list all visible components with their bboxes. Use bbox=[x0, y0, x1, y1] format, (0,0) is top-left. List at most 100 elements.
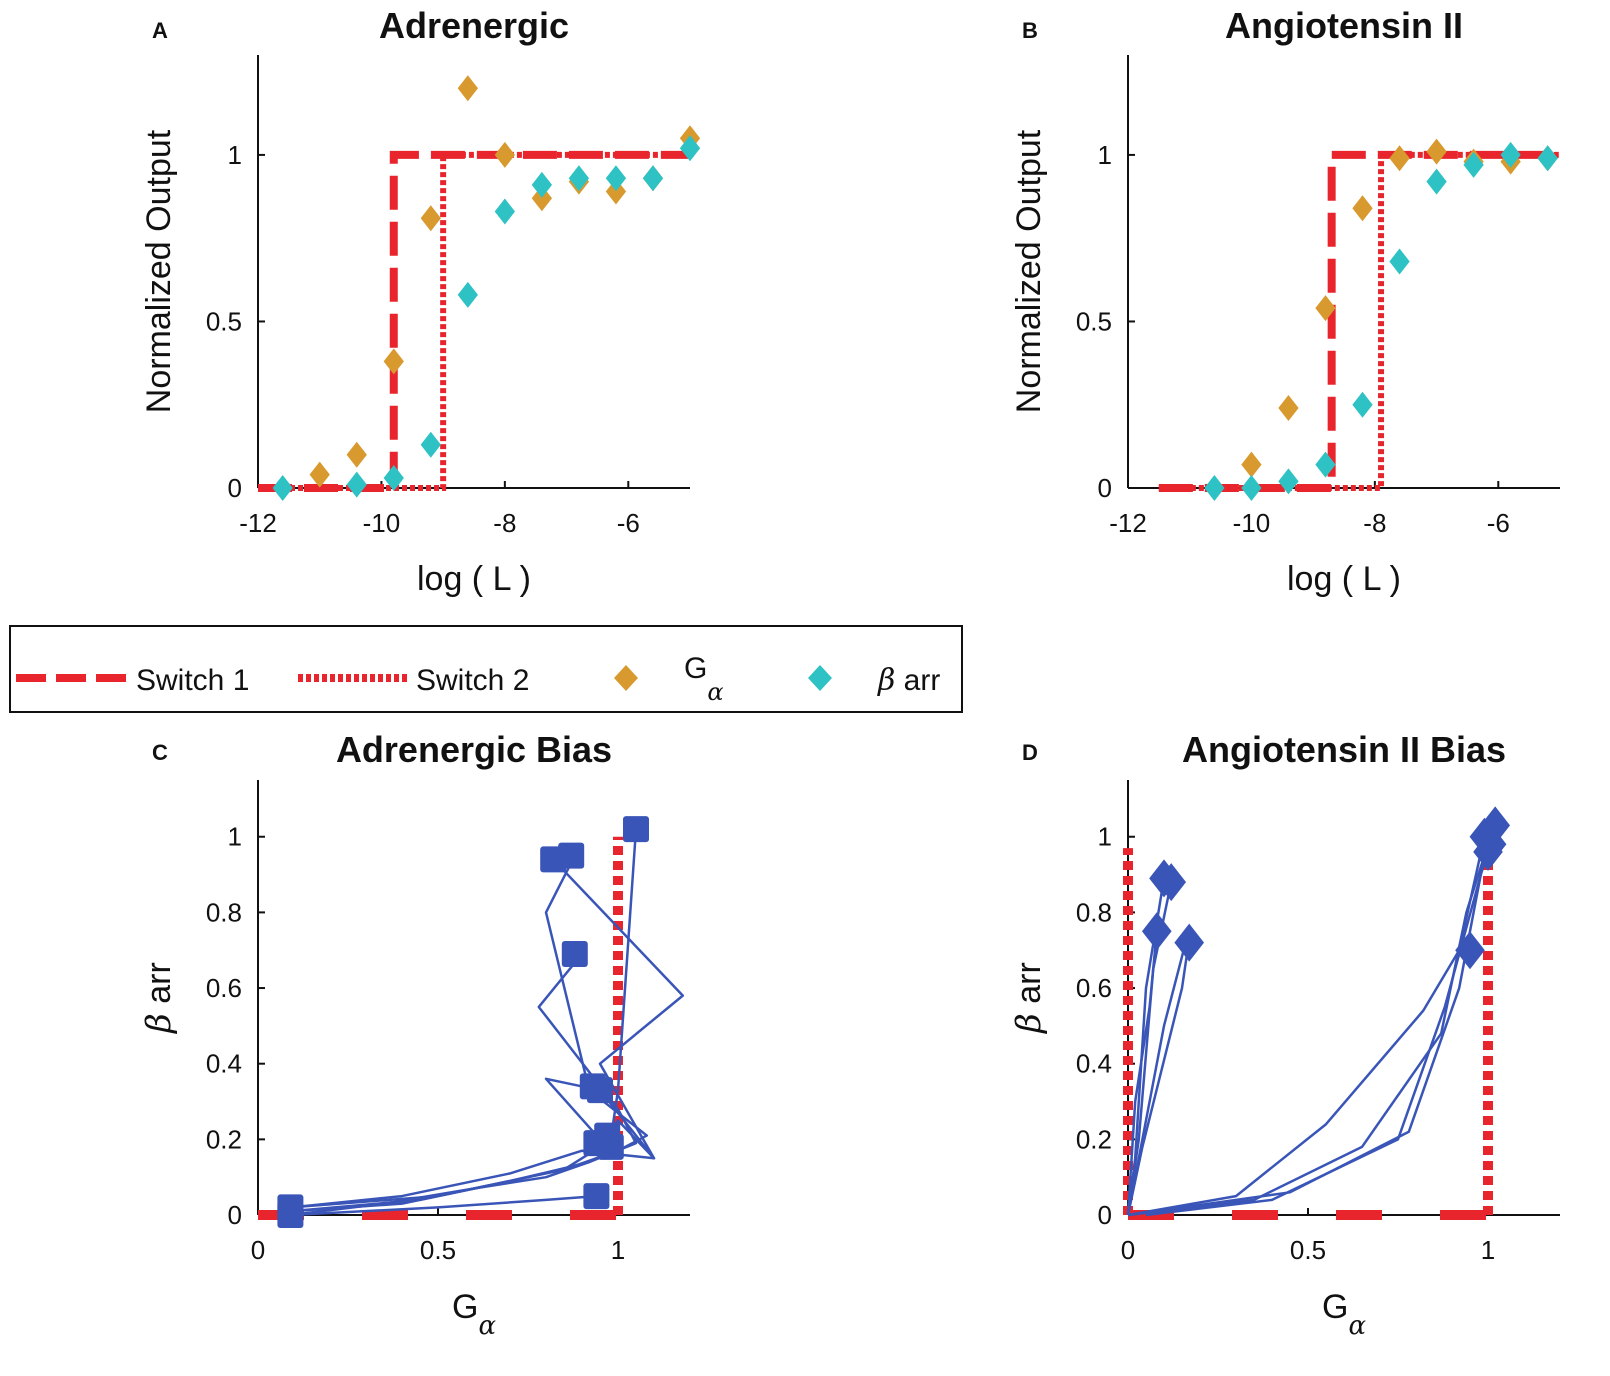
x-axis-label-c: Gα bbox=[452, 1288, 496, 1341]
y-tick-label-B: 1 bbox=[1098, 140, 1112, 170]
beta-arr-point-A bbox=[420, 431, 441, 458]
bias-trajectory-C bbox=[290, 855, 649, 1213]
beta-arr-point-B bbox=[1315, 451, 1336, 478]
beta-arr-point-B bbox=[1537, 145, 1558, 172]
g-alpha-point-B bbox=[1389, 145, 1410, 172]
panel-a: A Adrenergic log ( L ) Normalized Output… bbox=[140, 5, 701, 598]
panel-label-c: C bbox=[152, 740, 168, 765]
y-tick-label-C: 0 bbox=[228, 1200, 242, 1230]
bias-marker-C bbox=[587, 1077, 613, 1104]
panel-c: C Adrenergic Bias Gα β arr 0 0.5 1 0 0.2 0.4 0… bbox=[139, 729, 690, 1341]
legend-arr-text: arr bbox=[895, 664, 940, 697]
y-axis-label-d-text: arr bbox=[1010, 962, 1048, 1013]
y-tick-label-C: 0.4 bbox=[206, 1049, 242, 1079]
legend-box bbox=[9, 625, 963, 713]
chart-title-d: Angiotensin II Bias bbox=[1182, 729, 1506, 770]
bias-marker-D bbox=[1455, 931, 1485, 970]
panel-label-a: A bbox=[152, 18, 168, 43]
panel-b: B Angiotensin II log ( L ) Normalized Ou… bbox=[1010, 5, 1560, 598]
y-axis-label-d: β arr bbox=[1009, 962, 1049, 1035]
g-alpha-point-A bbox=[531, 185, 553, 212]
x-axis-label-a: log ( L ) bbox=[417, 560, 531, 598]
x-tick-label-B: -8 bbox=[1363, 508, 1386, 538]
bias-trajectory-D bbox=[1127, 836, 1486, 1217]
y-axis-label-c-text: arr bbox=[140, 962, 178, 1013]
y-tick-label-C: 0.8 bbox=[206, 897, 242, 927]
g-alpha-point-A bbox=[309, 461, 330, 488]
g-alpha-point-A bbox=[383, 348, 404, 375]
g-alpha-point-B bbox=[1315, 295, 1336, 322]
y-axis-label-c-greek: β bbox=[139, 1013, 179, 1035]
x-tick-label-D: 0.5 bbox=[1290, 1235, 1326, 1265]
y-axis-label-a: Normalized Output bbox=[140, 129, 178, 413]
x-axis-label-d-main: G bbox=[1322, 1288, 1348, 1326]
beta-arr-point-A bbox=[679, 135, 701, 162]
chart-title-c: Adrenergic Bias bbox=[336, 729, 612, 770]
legend-switch1-label: Switch 1 bbox=[136, 664, 249, 697]
legend-beta-arr-marker bbox=[808, 665, 832, 691]
y-tick-label-D: 0.4 bbox=[1076, 1049, 1112, 1079]
bias-marker-D bbox=[1156, 863, 1187, 902]
g-alpha-point-B bbox=[1241, 451, 1262, 478]
x-tick-label-C: 0 bbox=[251, 1235, 265, 1265]
beta-arr-point-A bbox=[642, 165, 664, 192]
bias-trajectory-D bbox=[1126, 938, 1191, 1216]
g-alpha-point-A bbox=[346, 441, 367, 468]
beta-arr-point-B bbox=[1204, 475, 1225, 501]
legend-g-alpha-sub: α bbox=[707, 678, 723, 706]
beta-arr-point-A bbox=[605, 165, 627, 192]
beta-arr-point-A bbox=[494, 198, 515, 225]
g-alpha-point-B bbox=[1278, 395, 1299, 422]
y-tick-label-D: 0.2 bbox=[1076, 1124, 1112, 1154]
x-tick-label-C: 0.5 bbox=[420, 1235, 456, 1265]
bias-marker-D bbox=[1141, 912, 1172, 951]
x-tick-label-D: 1 bbox=[1481, 1235, 1495, 1265]
y-tick-label-A: 1 bbox=[228, 140, 242, 170]
legend-switch2-label: Switch 2 bbox=[416, 664, 529, 697]
beta-arr-point-A bbox=[457, 281, 478, 308]
beta-arr-point-B bbox=[1500, 141, 1521, 168]
x-tick-label-B: -12 bbox=[1109, 508, 1147, 538]
x-tick-label-B: -10 bbox=[1233, 508, 1271, 538]
x-axis-label-b: log ( L ) bbox=[1287, 560, 1401, 598]
x-tick-label-A: -8 bbox=[493, 508, 516, 538]
beta-arr-point-A bbox=[272, 475, 293, 501]
panel-label-b: B bbox=[1022, 18, 1038, 43]
bias-marker-C bbox=[594, 1122, 621, 1149]
g-alpha-point-A bbox=[605, 178, 627, 205]
x-axis-label-d-sub: α bbox=[1348, 1311, 1366, 1341]
y-tick-label-B: 0 bbox=[1098, 473, 1112, 503]
switch1-line-B bbox=[1158, 150, 1560, 492]
bias-marker-D bbox=[1473, 832, 1503, 871]
y-tick-label-A: 0.5 bbox=[206, 306, 242, 336]
legend-g-alpha-marker bbox=[614, 665, 638, 691]
x-tick-label-B: -6 bbox=[1487, 508, 1510, 538]
bias-trajectory-C bbox=[290, 1194, 597, 1217]
x-axis-label-d: Gα bbox=[1322, 1288, 1366, 1341]
y-tick-label-C: 1 bbox=[228, 822, 242, 852]
bias-marker-C bbox=[623, 816, 649, 843]
beta-arr-point-A bbox=[531, 171, 553, 198]
y-axis-label-c: β arr bbox=[139, 962, 179, 1035]
bias-marker-C bbox=[277, 1194, 304, 1221]
switch2-line-A bbox=[258, 151, 690, 491]
bias-trajectory-D bbox=[1127, 843, 1490, 1217]
bias-marker-D bbox=[1174, 923, 1205, 962]
legend-beta-arr-label: β arr bbox=[877, 663, 940, 698]
g-alpha-point-B bbox=[1352, 195, 1373, 222]
x-axis-label-c-sub: α bbox=[478, 1311, 496, 1341]
x-tick-label-A: -6 bbox=[617, 508, 640, 538]
legend-beta-symbol: β bbox=[877, 663, 895, 698]
x-tick-label-C: 1 bbox=[611, 1235, 625, 1265]
y-tick-label-C: 0.2 bbox=[206, 1124, 242, 1154]
y-tick-label-B: 0.5 bbox=[1076, 306, 1112, 336]
bias-marker-C bbox=[561, 941, 588, 967]
bias-marker-C bbox=[583, 1183, 610, 1210]
y-tick-label-D: 0 bbox=[1098, 1200, 1112, 1230]
x-tick-label-A: -12 bbox=[239, 508, 277, 538]
g-alpha-point-A bbox=[457, 75, 478, 102]
legend-g-alpha-main: G bbox=[684, 652, 707, 685]
y-tick-label-D: 0.8 bbox=[1076, 897, 1112, 927]
legend: Switch 1 Switch 2 Gα β arr bbox=[9, 625, 963, 713]
